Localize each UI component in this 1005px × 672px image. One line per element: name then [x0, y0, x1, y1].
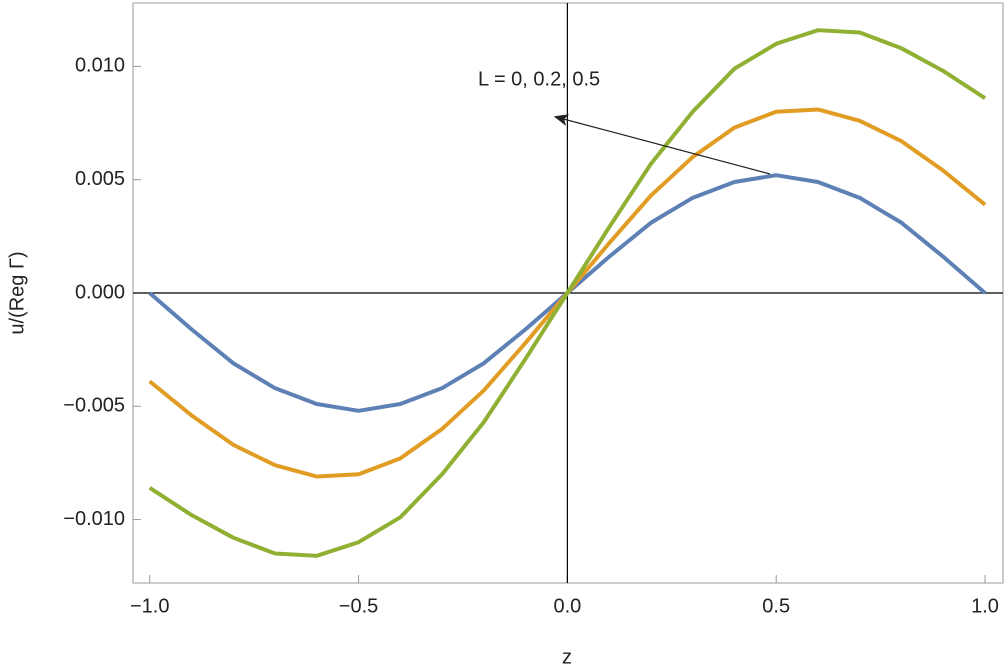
x-tick-label: −0.5 — [339, 595, 378, 617]
annotation: L = 0, 0.2, 0.5 — [478, 68, 600, 90]
series-line — [148, 28, 987, 558]
y-axis-label: u/(Reg Γ) — [6, 251, 28, 334]
x-tick-label: 0.0 — [553, 595, 581, 617]
annotation-arrow — [553, 114, 771, 175]
y-tick-label: 0.005 — [75, 168, 125, 190]
x-tick-label: −1.0 — [130, 595, 169, 617]
y-tick-label: 0.010 — [75, 55, 125, 77]
x-axis-label: z — [562, 646, 572, 668]
x-tick-label: 0.5 — [762, 595, 790, 617]
y-tick-label: −0.005 — [63, 395, 125, 417]
x-tick-label: 1.0 — [971, 595, 999, 617]
y-tick-label: 0.000 — [75, 281, 125, 303]
y-tick-label: −0.010 — [63, 508, 125, 530]
